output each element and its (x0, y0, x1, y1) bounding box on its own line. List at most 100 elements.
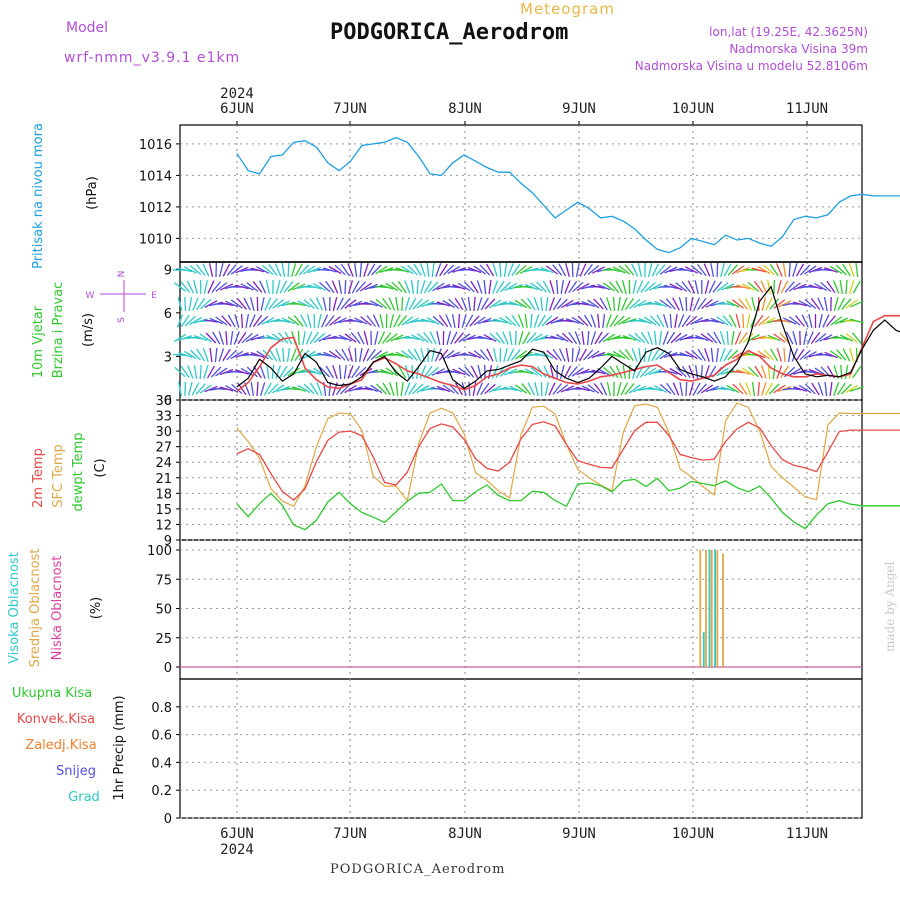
wind-vector (583, 349, 594, 361)
wind-unit: (m/s) (81, 313, 96, 347)
wind-vector (561, 332, 574, 344)
wind-vector (366, 348, 376, 362)
wind-vector (212, 331, 221, 345)
wind-vector (648, 302, 663, 306)
wind-vector (818, 353, 833, 357)
wind-vector (443, 264, 455, 276)
wind-vector (753, 315, 764, 327)
wind-vector (336, 297, 344, 311)
wind-vector (427, 366, 439, 378)
wind-vector (830, 316, 843, 326)
wind-vector (544, 382, 549, 396)
wind-vector (272, 299, 285, 309)
wind-vector (275, 365, 282, 379)
cloud-bar (716, 550, 719, 667)
wind-vector (268, 348, 278, 362)
wind-vector (757, 381, 760, 397)
wind-vector (227, 314, 236, 328)
wind-vector (265, 280, 270, 294)
wind-vector (691, 349, 703, 361)
wind-vector (263, 382, 272, 396)
wind-vector (519, 266, 533, 274)
wind-vector (664, 351, 678, 359)
wind-vector (298, 264, 310, 276)
wind-vector (262, 349, 274, 361)
wind-vector (830, 350, 843, 360)
wind-vector (527, 297, 536, 311)
wind-vector (723, 263, 732, 277)
wind-vector (621, 280, 627, 294)
wind-vector (620, 382, 629, 396)
wind-vector (287, 282, 300, 292)
wind-axis-tick-label: 6 (164, 307, 172, 322)
wind-vector (331, 280, 339, 294)
wind-vector (235, 284, 249, 290)
wind-vector (664, 266, 678, 274)
wind-vector (597, 313, 600, 329)
wind-vector (826, 315, 836, 327)
wind-vector (480, 297, 489, 311)
wind-vector (548, 297, 556, 311)
wind-vector (636, 280, 644, 294)
wind-vector (841, 298, 852, 310)
wind-vector (260, 297, 265, 311)
wind-vector (659, 350, 672, 360)
wind-vector (237, 331, 247, 345)
wind-vector (445, 314, 452, 328)
wind-vector (233, 331, 240, 345)
wind-vector (632, 319, 647, 323)
wind-vector (696, 383, 707, 395)
wind-vector (777, 300, 792, 308)
wind-vector (462, 334, 476, 342)
wind-vector (842, 348, 851, 362)
wind-vector (515, 384, 527, 394)
precip-legend-item: Ukupna Kisa (12, 686, 92, 701)
precip-legend-item: Konvek.Kisa (17, 712, 95, 727)
wind-vector (222, 348, 231, 362)
wind-vector (442, 350, 455, 360)
wind-vector (214, 347, 218, 363)
wind-vector (184, 296, 187, 312)
wind-vector (763, 349, 775, 361)
wind-vector (559, 348, 566, 362)
wind-vector (385, 282, 399, 292)
wind-vector (503, 387, 518, 391)
wind-vector (271, 364, 275, 380)
wind-vector (545, 265, 559, 275)
cloud-bar (702, 631, 705, 667)
wind-vector (351, 280, 360, 294)
temp-axis-tick-label: 24 (155, 456, 172, 471)
wind-vector (372, 314, 380, 328)
wind-vector (788, 262, 791, 278)
wind-vector (419, 365, 427, 379)
wind-vector (305, 331, 313, 345)
wind-vector (426, 262, 430, 278)
wind-vector (256, 350, 269, 360)
wind-vector (576, 386, 590, 392)
wind-vector (218, 348, 225, 362)
wind-vector (250, 267, 265, 273)
wind-vector (395, 381, 399, 397)
wind-vector (312, 283, 327, 291)
wind-vector (431, 263, 435, 277)
cloud-high-label: Visoka Oblacnost (7, 552, 22, 664)
compass-s: S (117, 317, 127, 323)
wind-vector (339, 383, 351, 395)
wind-vector (454, 297, 464, 311)
wind-vector (618, 265, 631, 275)
wind-vector (602, 282, 615, 292)
wind-vector (276, 319, 291, 323)
wind-vector (832, 280, 840, 294)
wind-vector (461, 297, 468, 311)
wind-vector (593, 298, 604, 310)
wind-vector (530, 282, 543, 292)
wind-vector (690, 317, 704, 325)
wind-vector (401, 265, 414, 275)
day-label-bottom: 10JUN (672, 826, 714, 842)
wind-vector (266, 334, 280, 342)
precip-axis-tick-label: 0.8 (151, 701, 172, 716)
wind-vector (632, 365, 638, 379)
wind-vector (586, 330, 590, 346)
wind-vector (329, 316, 341, 326)
wind-vector (371, 264, 382, 276)
